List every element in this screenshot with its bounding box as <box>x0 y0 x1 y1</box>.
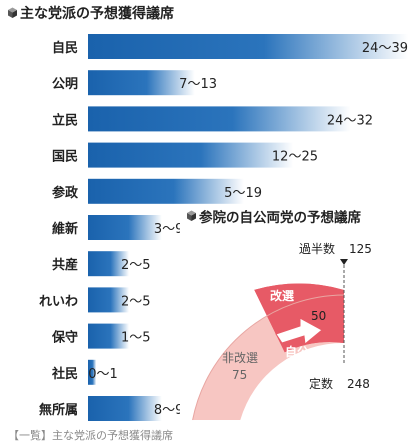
ruling-parties-label: 自公 <box>285 344 309 359</box>
value-label: 24〜32 <box>327 113 373 128</box>
figure-caption: 【一覧】主な党派の予想獲得議席 <box>8 429 173 442</box>
inset-chart: 参院の自公両党の予想議席 過半数 125 改選 50 自公 非改選 75 定数 … <box>180 206 416 424</box>
majority-label: 過半数 <box>299 241 335 256</box>
category-label: 保守 <box>51 330 78 346</box>
value-label: 2〜5 <box>121 294 151 309</box>
category-label: 社民 <box>51 366 78 382</box>
bar <box>88 287 130 313</box>
majority-marker <box>340 259 348 265</box>
value-label: 1〜5 <box>121 331 151 346</box>
bar <box>88 106 351 132</box>
total-label: 定数 <box>309 376 333 391</box>
bar <box>88 142 294 168</box>
value-label: 2〜5 <box>121 258 151 273</box>
bar <box>88 70 195 96</box>
value-label: 24〜39 <box>362 41 408 56</box>
category-label: 無所属 <box>39 402 78 418</box>
bar-chart-title: 主な党派の予想獲得議席 <box>20 5 174 22</box>
category-label: 公明 <box>52 77 78 92</box>
inset-chart-title: 参院の自公両党の予想議席 <box>199 209 361 226</box>
majority-value: 125 <box>349 242 372 256</box>
value-label: 3〜9 <box>154 222 184 237</box>
cube-icon <box>8 7 17 18</box>
arrow-icon <box>275 317 323 345</box>
category-label: 共産 <box>52 257 78 273</box>
value-label: 12〜25 <box>272 150 318 165</box>
category-label: 立民 <box>52 112 78 128</box>
noncontested-label: 非改選 <box>222 351 258 365</box>
bar <box>88 178 244 204</box>
bar <box>88 323 130 349</box>
value-label: 0〜1 <box>88 367 118 382</box>
ring-outline <box>192 294 345 421</box>
value-labels: 24〜39 7〜13 24〜32 12〜25 5〜19 3〜9 2〜5 2〜5 1〜5 0〜1 8〜… <box>88 41 408 418</box>
bar-chart-header: 主な党派の予想獲得議席 <box>8 5 174 22</box>
bar <box>88 34 408 59</box>
category-label: 維新 <box>52 221 78 237</box>
value-label: 5〜19 <box>224 186 262 201</box>
bar <box>88 215 162 240</box>
value-label: 7〜13 <box>179 77 217 92</box>
category-label: 国民 <box>52 150 78 165</box>
category-label: 自民 <box>52 40 78 56</box>
contested-label: 改選 <box>270 288 294 303</box>
category-label: 参政 <box>52 185 79 201</box>
noncontested-value: 75 <box>232 368 247 382</box>
cube-icon <box>187 210 196 221</box>
contested-value: 50 <box>311 309 326 323</box>
bar <box>88 396 162 421</box>
bar-series <box>88 34 408 421</box>
total-value: 248 <box>347 377 370 391</box>
bar <box>88 251 130 277</box>
value-label: 8〜9 <box>154 403 184 418</box>
category-label: れいわ <box>39 294 78 309</box>
bar <box>88 359 97 385</box>
